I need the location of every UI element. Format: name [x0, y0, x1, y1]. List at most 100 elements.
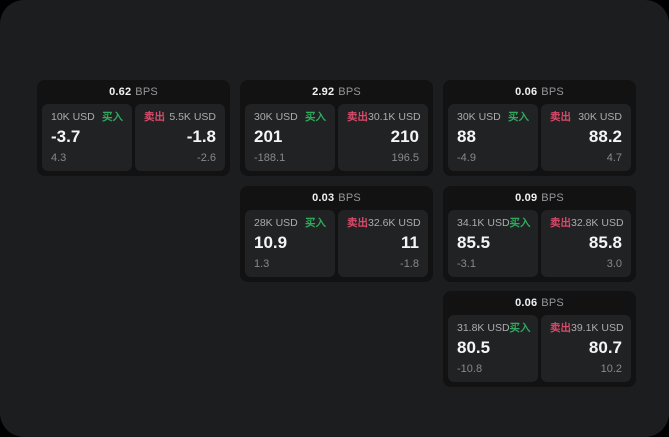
sell-sub-value: 10.2: [600, 363, 622, 375]
bps-header: 0.06 BPS: [443, 80, 636, 104]
sell-badge: 卖出: [550, 322, 571, 334]
quote-panels: 30K USD 买入 88 -4.9 卖出 30K USD 88.2 4.7: [443, 104, 636, 176]
quote-card: 0.62 BPS 10K USD 买入 -3.7 4.3 卖出 5.5K USD …: [37, 80, 230, 176]
buy-size-label: 10K USD: [51, 111, 95, 123]
quote-panels: 28K USD 买入 10.9 1.3 卖出 32.6K USD 11 -1.8: [240, 210, 433, 282]
sell-top-row: 卖出 30.1K USD: [347, 111, 421, 124]
bps-header: 2.92 BPS: [240, 80, 433, 104]
sell-sub-value: 196.5: [391, 152, 419, 164]
sell-panel[interactable]: 卖出 32.6K USD 11 -1.8: [338, 210, 428, 277]
buy-sub-value: -10.8: [457, 363, 483, 375]
sell-badge: 卖出: [550, 111, 571, 123]
sell-sub-value: -1.8: [400, 258, 419, 270]
buy-badge: 买入: [305, 217, 326, 229]
bps-unit-label: BPS: [338, 86, 361, 98]
buy-sub-value: 1.3: [254, 258, 270, 270]
bps-value: 0.03: [312, 192, 335, 204]
buy-top-row: 10K USD 买入: [51, 111, 123, 124]
quote-card: 0.03 BPS 28K USD 买入 10.9 1.3 卖出 32.6K USD…: [240, 186, 433, 282]
buy-price-value: 88: [457, 127, 476, 146]
sell-panel[interactable]: 卖出 5.5K USD -1.8 -2.6: [135, 104, 225, 171]
buy-price-value: 201: [254, 127, 283, 146]
quote-panels: 31.8K USD 买入 80.5 -10.8 卖出 39.1K USD 80.…: [443, 315, 636, 387]
bps-header: 0.62 BPS: [37, 80, 230, 104]
bps-unit-label: BPS: [541, 86, 564, 98]
sell-panel[interactable]: 卖出 30.1K USD 210 196.5: [338, 104, 428, 171]
buy-top-row: 28K USD 买入: [254, 217, 326, 230]
buy-panel[interactable]: 30K USD 买入 201 -188.1: [245, 104, 335, 171]
bps-unit-label: BPS: [338, 192, 361, 204]
buy-sub-value: 4.3: [51, 152, 67, 164]
sell-badge: 卖出: [347, 217, 368, 229]
sell-sub-value: -2.6: [197, 152, 216, 164]
sell-size-label: 32.8K USD: [571, 217, 624, 229]
buy-panel[interactable]: 30K USD 买入 88 -4.9: [448, 104, 538, 171]
bps-value: 0.09: [515, 192, 538, 204]
buy-top-row: 34.1K USD 买入: [457, 217, 531, 230]
buy-price-value: 10.9: [254, 233, 288, 252]
quote-card: 2.92 BPS 30K USD 买入 201 -188.1 卖出 30.1K U…: [240, 80, 433, 176]
bps-unit-label: BPS: [135, 86, 158, 98]
sell-top-row: 卖出 32.8K USD: [550, 217, 624, 230]
quote-card: 0.06 BPS 30K USD 买入 88 -4.9 卖出 30K USD 88…: [443, 80, 636, 176]
sell-sub-value: 3.0: [606, 258, 622, 270]
buy-top-row: 30K USD 买入: [457, 111, 529, 124]
sell-badge: 卖出: [144, 111, 165, 123]
buy-panel[interactable]: 34.1K USD 买入 85.5 -3.1: [448, 210, 538, 277]
sell-price-value: 210: [390, 127, 419, 146]
buy-top-row: 30K USD 买入: [254, 111, 326, 124]
bps-value: 0.06: [515, 297, 538, 309]
buy-size-label: 28K USD: [254, 217, 298, 229]
buy-price-value: -3.7: [51, 127, 81, 146]
buy-size-label: 31.8K USD: [457, 322, 510, 334]
sell-price-value: -1.8: [186, 127, 216, 146]
buy-badge: 买入: [509, 217, 531, 229]
sell-panel[interactable]: 卖出 39.1K USD 80.7 10.2: [541, 315, 631, 382]
buy-panel[interactable]: 10K USD 买入 -3.7 4.3: [42, 104, 132, 171]
bps-value: 0.62: [109, 86, 132, 98]
buy-panel[interactable]: 31.8K USD 买入 80.5 -10.8: [448, 315, 538, 382]
sell-panel[interactable]: 卖出 32.8K USD 85.8 3.0: [541, 210, 631, 277]
buy-size-label: 34.1K USD: [457, 217, 510, 229]
sell-size-label: 30K USD: [578, 111, 622, 123]
quote-panels: 10K USD 买入 -3.7 4.3 卖出 5.5K USD -1.8 -2.…: [37, 104, 230, 176]
quote-panels: 34.1K USD 买入 85.5 -3.1 卖出 32.8K USD 85.8…: [443, 210, 636, 282]
buy-sub-value: -3.1: [457, 258, 476, 270]
buy-badge: 买入: [102, 111, 123, 123]
bps-header: 0.06 BPS: [443, 291, 636, 315]
buy-panel[interactable]: 28K USD 买入 10.9 1.3: [245, 210, 335, 277]
sell-size-label: 32.6K USD: [368, 217, 421, 229]
buy-badge: 买入: [508, 111, 529, 123]
bps-value: 2.92: [312, 86, 335, 98]
sell-size-label: 5.5K USD: [169, 111, 216, 123]
sell-size-label: 30.1K USD: [368, 111, 421, 123]
bps-unit-label: BPS: [541, 192, 564, 204]
buy-price-value: 80.5: [457, 338, 491, 357]
sell-price-value: 11: [401, 233, 419, 252]
quote-panels: 30K USD 买入 201 -188.1 卖出 30.1K USD 210 1…: [240, 104, 433, 176]
sell-panel[interactable]: 卖出 30K USD 88.2 4.7: [541, 104, 631, 171]
bps-unit-label: BPS: [541, 297, 564, 309]
bps-header: 0.03 BPS: [240, 186, 433, 210]
buy-badge: 买入: [509, 322, 531, 334]
buy-sub-value: -188.1: [254, 152, 286, 164]
buy-size-label: 30K USD: [254, 111, 298, 123]
buy-top-row: 31.8K USD 买入: [457, 322, 531, 335]
sell-badge: 卖出: [550, 217, 571, 229]
sell-top-row: 卖出 30K USD: [550, 111, 622, 124]
sell-price-value: 88.2: [588, 127, 622, 146]
sell-sub-value: 4.7: [606, 152, 622, 164]
sell-price-value: 80.7: [588, 338, 622, 357]
quote-card: 0.09 BPS 34.1K USD 买入 85.5 -3.1 卖出 32.8K …: [443, 186, 636, 282]
buy-badge: 买入: [305, 111, 326, 123]
bps-value: 0.06: [515, 86, 538, 98]
quote-card: 0.06 BPS 31.8K USD 买入 80.5 -10.8 卖出 39.1K…: [443, 291, 636, 387]
sell-price-value: 85.8: [588, 233, 622, 252]
sell-top-row: 卖出 5.5K USD: [144, 111, 216, 124]
sell-top-row: 卖出 39.1K USD: [550, 322, 624, 335]
sell-badge: 卖出: [347, 111, 368, 123]
sell-size-label: 39.1K USD: [571, 322, 624, 334]
sell-top-row: 卖出 32.6K USD: [347, 217, 421, 230]
buy-size-label: 30K USD: [457, 111, 501, 123]
